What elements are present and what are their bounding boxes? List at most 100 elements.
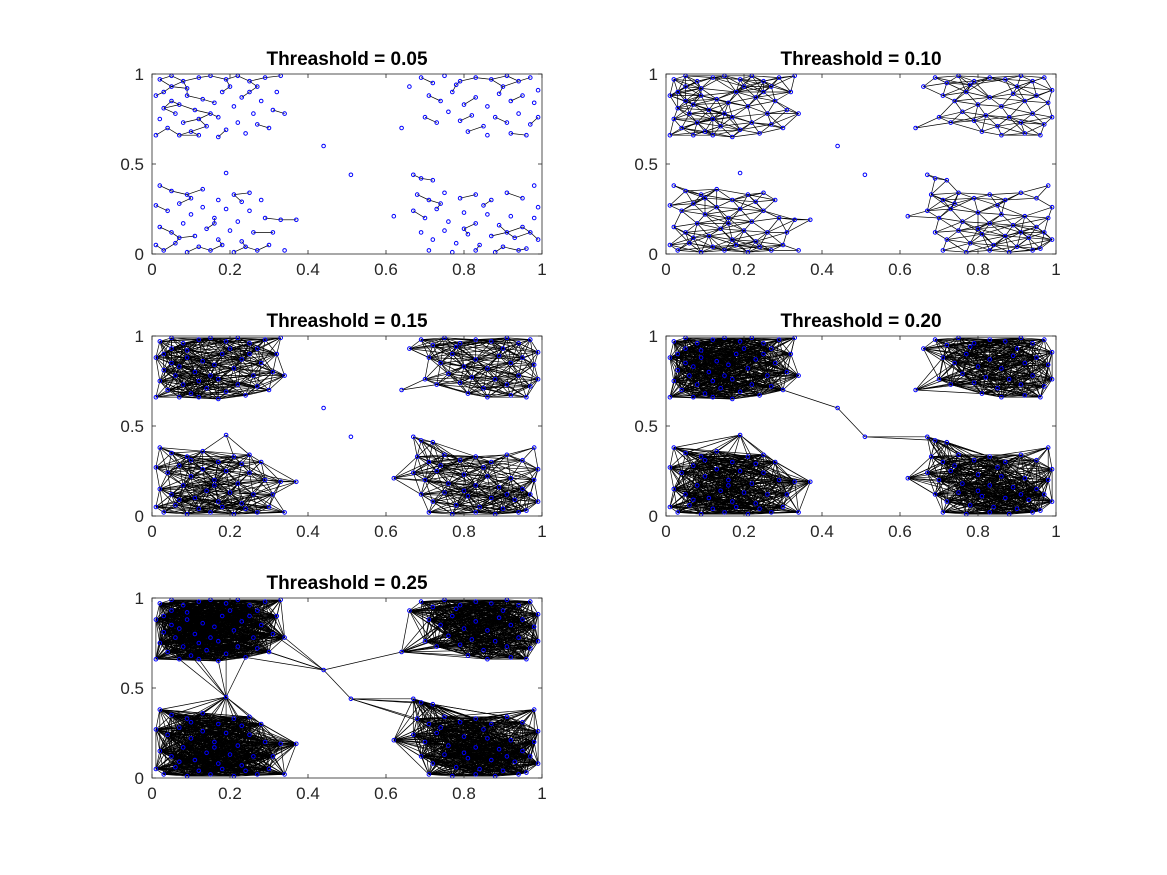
- graph-edge: [1020, 122, 1045, 125]
- graph-edge: [424, 378, 461, 384]
- graph-node: [196, 116, 202, 122]
- graph-edge: [475, 244, 480, 251]
- graph-edge: [700, 95, 710, 111]
- graph-edge: [724, 75, 737, 93]
- graph-edge: [155, 459, 192, 468]
- subplot-threshold-0.05: Threashold = 0.05 0 0.2 0.4 0.6 0.8 100.51: [120, 49, 546, 279]
- graph-node: [504, 230, 510, 235]
- graph-node: [165, 125, 170, 131]
- graph-edge: [1032, 102, 1049, 114]
- graph-edge: [989, 77, 1006, 80]
- graph-edge: [1044, 77, 1053, 91]
- graph-node: [694, 221, 700, 226]
- graph-node: [671, 183, 677, 188]
- graph-edge: [747, 106, 768, 114]
- graph-edge: [460, 194, 476, 199]
- graph-edge: [685, 95, 702, 102]
- graph-edge: [401, 384, 437, 391]
- graph-edge: [268, 375, 285, 391]
- graph-edge: [962, 221, 990, 224]
- graph-node: [227, 84, 233, 89]
- graph-node: [925, 208, 930, 214]
- graph-node: [508, 213, 514, 219]
- graph-node: [520, 195, 525, 201]
- graph-node: [944, 237, 950, 242]
- graph-edge: [958, 230, 982, 235]
- graph-node: [702, 195, 708, 201]
- graph-node: [940, 248, 946, 253]
- graph-edge: [186, 194, 192, 199]
- graph-edge: [1020, 116, 1053, 123]
- graph-edge: [728, 223, 733, 240]
- graph-node: [792, 217, 797, 223]
- x-tick-label: 0.6: [374, 260, 398, 279]
- graph-node: [796, 111, 801, 116]
- graph-edge: [751, 113, 768, 123]
- graph-edge: [704, 197, 733, 201]
- graph-edge: [747, 194, 776, 201]
- graph-edge: [233, 368, 285, 376]
- graph-node: [196, 244, 202, 250]
- graph-edge: [237, 463, 243, 484]
- graph-edge: [763, 199, 776, 212]
- graph-edge: [669, 79, 675, 96]
- graph-node: [753, 95, 758, 100]
- graph-node: [1030, 111, 1035, 116]
- graph-edge: [155, 380, 161, 398]
- graph-edge: [712, 129, 741, 136]
- graph-edge: [946, 239, 971, 244]
- graph-edge: [448, 368, 488, 375]
- graph-node: [196, 75, 202, 80]
- graph-edge: [225, 434, 250, 456]
- graph-edge: [471, 368, 488, 378]
- graph-node: [967, 240, 973, 246]
- graph-node: [153, 132, 159, 138]
- graph-edge: [735, 230, 745, 246]
- graph-node: [258, 98, 264, 104]
- graph-edge: [175, 237, 180, 244]
- graph-edge: [696, 109, 710, 123]
- graph-edge: [732, 239, 756, 242]
- graph-edge: [510, 375, 519, 396]
- graph-edge: [989, 194, 1006, 201]
- graph-edge: [677, 88, 702, 93]
- graph-edge: [491, 75, 507, 80]
- graph-node: [196, 132, 202, 138]
- x-tick-label: 1: [537, 260, 546, 279]
- graph-node: [165, 208, 170, 214]
- graph-node: [243, 131, 248, 136]
- graph-node: [683, 84, 688, 89]
- graph-edge: [467, 377, 473, 394]
- graph-edge: [732, 106, 749, 118]
- graph-edge: [198, 378, 219, 382]
- graph-edge: [518, 364, 535, 376]
- y-tick-label: 1: [135, 65, 144, 84]
- graph-edge: [440, 346, 457, 364]
- graph-edge: [942, 242, 971, 251]
- graph-edge: [210, 359, 242, 376]
- graph-edge: [716, 86, 745, 100]
- graph-edge: [183, 118, 199, 123]
- graph-edge: [771, 86, 791, 93]
- graph-edge: [471, 359, 477, 378]
- graph-edge: [206, 472, 250, 492]
- graph-edge: [229, 348, 250, 355]
- graph-edge: [178, 499, 188, 515]
- graph-edge: [256, 348, 262, 364]
- graph-edge: [981, 115, 987, 132]
- graph-node: [535, 237, 541, 242]
- graph-edge: [938, 116, 975, 122]
- graph-edge: [456, 339, 476, 348]
- graph-edge: [1020, 113, 1033, 123]
- graph-node: [262, 215, 268, 221]
- x-tick-label: 0.8: [966, 260, 990, 279]
- graph-edge: [436, 377, 472, 385]
- graph-edge: [424, 362, 441, 380]
- graph-edge: [186, 337, 211, 351]
- graph-edge: [436, 384, 488, 398]
- graph-node: [153, 93, 159, 98]
- graph-edge: [1020, 185, 1049, 194]
- graph-node: [442, 228, 447, 233]
- graph-node: [399, 125, 404, 131]
- graph-node: [710, 132, 716, 138]
